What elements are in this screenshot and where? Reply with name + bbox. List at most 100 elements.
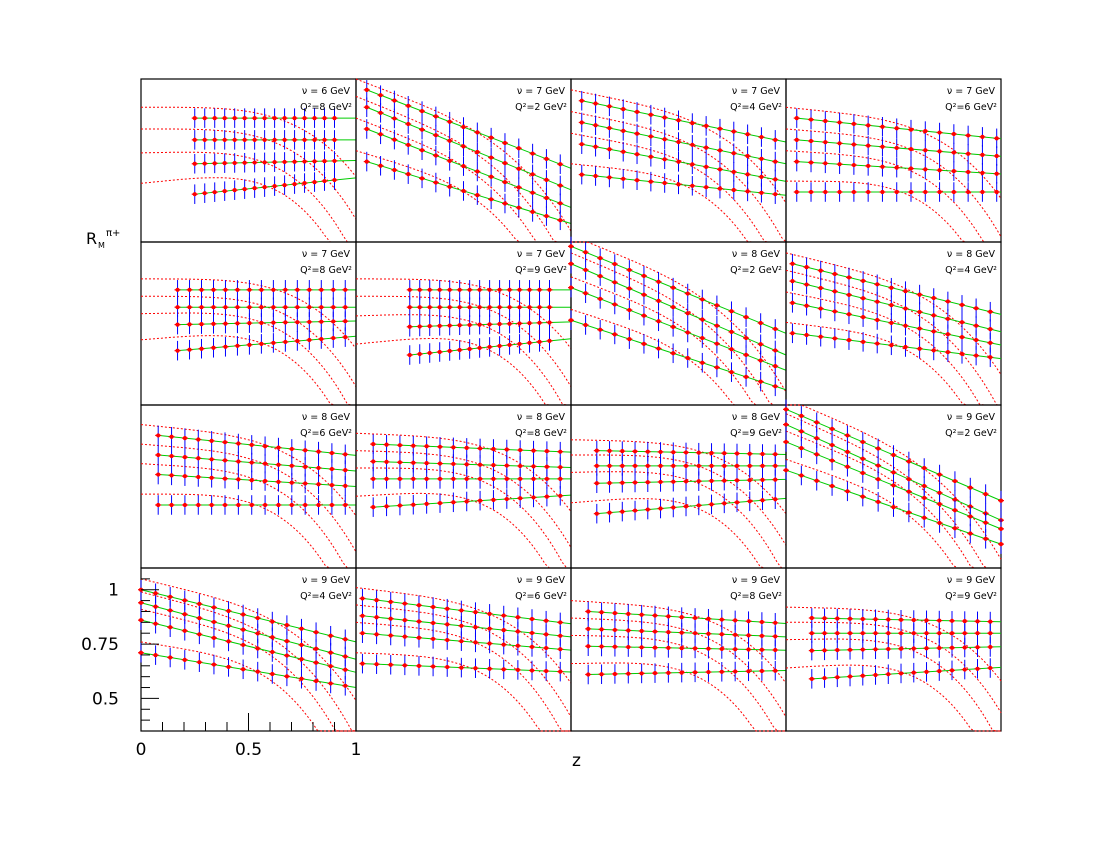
data-point: [894, 145, 899, 151]
data-point: [255, 631, 260, 636]
fit-line: [588, 669, 787, 675]
data-point: [531, 476, 536, 481]
data-point: [998, 498, 1004, 503]
data-point: [594, 448, 599, 453]
data-point: [937, 669, 942, 674]
data-point: [734, 451, 740, 456]
data-point: [544, 464, 549, 469]
data-point: [746, 619, 751, 624]
data-point: [187, 287, 192, 292]
data-point: [908, 166, 914, 171]
data-point: [621, 107, 626, 112]
data-point: [299, 676, 304, 681]
data-point: [648, 112, 653, 117]
data-point: [760, 498, 765, 503]
data-point: [641, 292, 647, 297]
data-point: [873, 647, 878, 652]
data-point: [908, 146, 914, 152]
data-point: [491, 463, 496, 468]
data-point: [397, 476, 403, 481]
panel-7: ν = 8 GeV Q²=2 GeV²: [568, 236, 787, 406]
data-point: [799, 446, 804, 451]
data-point: [924, 669, 929, 674]
data-point: [226, 623, 231, 628]
model-curve: [355, 652, 571, 732]
fit-line: [366, 161, 572, 225]
data-point: [192, 116, 197, 121]
data-point: [823, 118, 828, 124]
data-point: [451, 445, 456, 450]
data-point: [634, 178, 640, 183]
data-point: [962, 618, 967, 624]
data-point: [223, 287, 228, 292]
data-point: [627, 337, 632, 342]
data-point: [583, 322, 588, 328]
data-point: [388, 662, 393, 667]
data-point: [898, 617, 904, 622]
data-point: [747, 478, 752, 483]
data-point: [192, 161, 197, 166]
fit-line: [373, 461, 572, 469]
data-point: [714, 303, 719, 308]
data-point: [671, 351, 676, 356]
data-point: [847, 674, 853, 679]
panel-nu-label: ν = 6 GeV: [302, 86, 351, 97]
data-point: [656, 319, 661, 324]
data-point: [898, 631, 904, 636]
data-point: [685, 330, 690, 335]
data-point: [706, 631, 711, 636]
data-point: [722, 501, 727, 506]
data-point: [745, 132, 750, 137]
data-point: [407, 324, 412, 329]
data-point: [402, 634, 407, 639]
panel-q2-label: Q²=8 GeV²: [730, 591, 782, 602]
data-point: [860, 339, 866, 344]
data-point: [319, 287, 324, 292]
data-point: [690, 120, 695, 126]
data-point: [794, 137, 799, 142]
data-point: [491, 446, 496, 452]
data-point: [832, 271, 837, 277]
data-point: [966, 169, 971, 175]
data-point: [814, 436, 819, 441]
data-point: [232, 188, 237, 193]
data-point: [222, 137, 227, 142]
data-point: [988, 340, 993, 345]
data-point: [690, 162, 695, 167]
data-point: [531, 495, 536, 500]
data-point: [906, 459, 911, 464]
data-point: [491, 497, 496, 502]
data-point: [968, 531, 973, 536]
data-point: [527, 305, 532, 310]
data-point: [639, 628, 644, 634]
data-point: [645, 507, 650, 512]
model-curve: [785, 128, 1002, 238]
data-point: [586, 672, 591, 677]
data-point: [232, 160, 237, 166]
data-point: [704, 123, 709, 128]
data-point: [212, 190, 217, 195]
data-point: [433, 133, 438, 138]
data-point: [292, 181, 297, 187]
data-point: [447, 323, 452, 328]
data-point: [568, 285, 574, 290]
data-point: [516, 185, 521, 190]
data-point: [671, 463, 676, 468]
data-point: [284, 623, 289, 628]
data-point: [734, 500, 740, 505]
data-point: [313, 660, 319, 665]
data-point: [837, 162, 842, 167]
data-point: [459, 665, 464, 670]
data-point: [945, 332, 950, 337]
data-point: [504, 476, 509, 481]
data-point: [252, 137, 257, 142]
data-point: [773, 192, 778, 197]
data-point: [627, 267, 632, 273]
data-point: [809, 676, 814, 681]
data-point: [544, 156, 549, 161]
data-point: [558, 201, 563, 206]
data-point: [692, 615, 698, 621]
data-point: [175, 305, 180, 310]
data-point: [880, 189, 885, 195]
